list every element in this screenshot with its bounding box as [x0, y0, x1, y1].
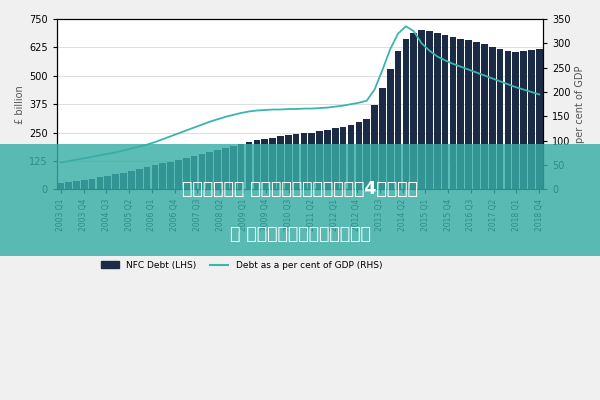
Bar: [426, 32, 433, 189]
Bar: [175, 160, 182, 189]
Bar: [104, 176, 111, 189]
Bar: [356, 122, 362, 189]
Bar: [183, 158, 190, 189]
Bar: [379, 88, 386, 189]
Bar: [214, 150, 221, 189]
Bar: [387, 69, 394, 189]
Bar: [65, 182, 72, 189]
Bar: [238, 144, 244, 189]
Y-axis label: £ billion: £ billion: [15, 85, 25, 124]
Bar: [512, 52, 519, 189]
Bar: [332, 128, 338, 189]
Bar: [395, 51, 401, 189]
Bar: [269, 138, 276, 189]
Bar: [324, 130, 331, 189]
Bar: [340, 127, 346, 189]
Bar: [199, 154, 205, 189]
Bar: [136, 169, 143, 189]
Bar: [473, 42, 480, 189]
Bar: [97, 177, 103, 189]
Bar: [128, 171, 134, 189]
Bar: [528, 50, 535, 189]
Legend: NFC Debt (LHS), Debt as a per cent of GDP (RHS): NFC Debt (LHS), Debt as a per cent of GD…: [98, 257, 386, 274]
Bar: [371, 105, 378, 189]
Bar: [442, 35, 448, 189]
Text: 炒股配资选配 最高检、公安部联合发布4个典型案: 炒股配资选配 最高检、公安部联合发布4个典型案: [182, 180, 418, 198]
Bar: [410, 33, 417, 189]
Bar: [58, 183, 64, 189]
Bar: [191, 156, 197, 189]
Bar: [73, 181, 80, 189]
Bar: [497, 49, 503, 189]
Bar: [222, 148, 229, 189]
Bar: [418, 30, 425, 189]
Bar: [403, 40, 409, 189]
Bar: [160, 164, 166, 189]
Y-axis label: per cent of GDP: per cent of GDP: [575, 66, 585, 143]
Bar: [308, 132, 315, 189]
Bar: [347, 125, 355, 189]
Bar: [230, 146, 236, 189]
Bar: [293, 134, 299, 189]
Bar: [457, 38, 464, 189]
Bar: [81, 180, 88, 189]
Text: 例 依法惩治骗取出口退税犯罪: 例 依法惩治骗取出口退税犯罪: [230, 225, 370, 242]
Bar: [316, 132, 323, 189]
Bar: [167, 162, 174, 189]
Bar: [536, 49, 542, 189]
Bar: [489, 47, 496, 189]
Bar: [449, 37, 457, 189]
Bar: [434, 33, 440, 189]
Bar: [120, 172, 127, 189]
Bar: [285, 135, 292, 189]
Bar: [466, 40, 472, 189]
Bar: [481, 44, 488, 189]
Bar: [112, 174, 119, 189]
Bar: [520, 51, 527, 189]
Bar: [505, 51, 511, 189]
Bar: [262, 139, 268, 189]
Bar: [143, 167, 151, 189]
Bar: [89, 179, 95, 189]
Bar: [152, 165, 158, 189]
Bar: [364, 119, 370, 189]
Bar: [206, 152, 213, 189]
Bar: [254, 140, 260, 189]
Bar: [245, 142, 253, 189]
Bar: [301, 134, 307, 189]
Bar: [277, 136, 284, 189]
